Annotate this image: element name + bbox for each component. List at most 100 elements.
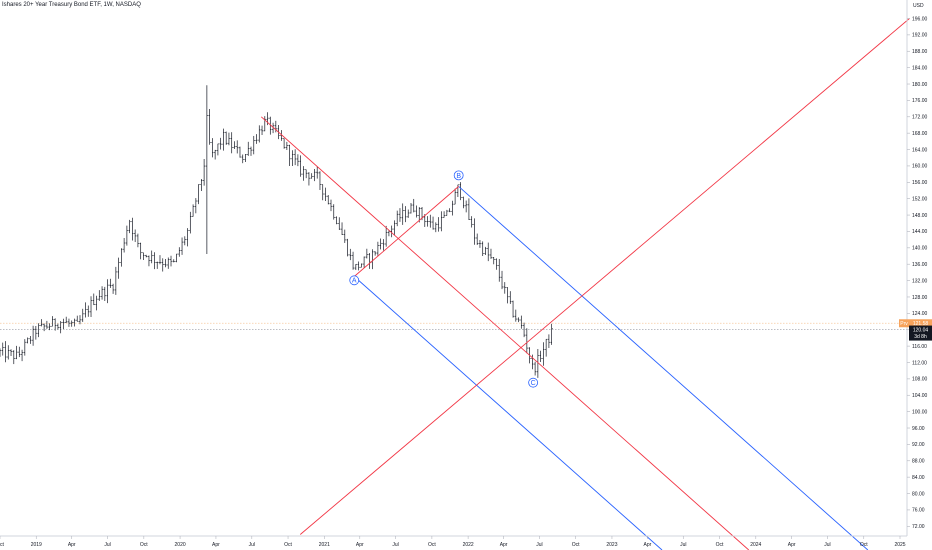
ohlc-bar (144, 254, 148, 258)
y-tick-label: 176.00 (912, 98, 928, 104)
y-axis-unit: USD (913, 3, 924, 9)
ohlc-bar (12, 350, 15, 365)
ohlc-bar (327, 195, 330, 205)
ohlc-bar (153, 252, 156, 270)
ohlc-bar (495, 258, 498, 270)
ohlc-bar (133, 229, 137, 243)
ohlc-bar (335, 216, 338, 225)
ohlc-bar (299, 155, 302, 177)
ohlc-bar (200, 179, 203, 192)
ohlc-bar (365, 248, 369, 259)
x-tick-label: Jul (680, 542, 686, 548)
ohlc-bar (76, 315, 79, 322)
ohlc-bar (255, 134, 258, 144)
ohlc-bar (64, 316, 68, 323)
ohlc-bar (442, 211, 446, 218)
ohlc-bar (382, 239, 385, 251)
ohlc-bar (343, 229, 346, 243)
y-tick-label: 128.00 (912, 295, 928, 301)
ohlc-bar (78, 315, 82, 325)
last-price-tag-bg (909, 325, 932, 341)
y-tick-label: 96.00 (912, 426, 925, 432)
ohlc-bar (180, 237, 184, 255)
wave-label-text: C (531, 380, 536, 387)
ohlc-bar (45, 320, 49, 329)
ohlc-bar (186, 228, 189, 247)
ohlc-bar (398, 208, 402, 222)
ohlc-bar (401, 203, 404, 225)
ohlc-bar (266, 112, 269, 126)
ohlc-bar (26, 337, 29, 344)
ohlc-bar (464, 200, 468, 213)
ohlc-bar (175, 253, 178, 263)
ohlc-bar (269, 116, 272, 135)
y-tick-label: 132.00 (912, 278, 928, 284)
ohlc-bar (1, 342, 4, 356)
ohlc-bar (87, 305, 90, 317)
wave-label-circle (349, 275, 360, 286)
ohlc-bars (0, 85, 553, 378)
ohlc-bar (304, 169, 308, 179)
y-tick-label: 160.00 (912, 164, 928, 170)
upper-parallel-line (458, 186, 869, 550)
ohlc-bar (302, 166, 305, 181)
ohlc-bar (478, 239, 482, 248)
ohlc-bar (109, 278, 112, 288)
ohlc-bar (349, 248, 352, 261)
ohlc-bar (462, 196, 465, 209)
ohlc-bar (285, 141, 289, 150)
ohlc-bar (351, 251, 355, 270)
ohlc-bar (329, 199, 333, 212)
ohlc-bar (506, 287, 509, 304)
ohlc-bar (492, 257, 495, 265)
ohlc-bar (191, 204, 195, 217)
x-tick-label: 2019 (31, 542, 42, 548)
ohlc-bar (431, 216, 435, 230)
ohlc-bar (73, 318, 76, 327)
ohlc-bar (53, 318, 57, 331)
ohlc-bar (426, 216, 429, 227)
ohlc-bar (230, 132, 233, 154)
ohlc-bar (412, 198, 415, 213)
y-axis[interactable]: 72.00 76.00 80.00 84.00 88.00 92.00 96.00 100.0… (899, 0, 932, 536)
ohlc-bar (120, 248, 123, 267)
last-price-tag-text: 120.04 (913, 327, 929, 333)
ohlc-bar (114, 266, 118, 295)
ohlc-bar (525, 328, 529, 354)
ohlc-bar (407, 209, 410, 218)
ohlc-bar (67, 318, 71, 327)
pitchfork-drawing[interactable]: A B C (260, 18, 910, 550)
ohlc-bar (89, 296, 93, 317)
y-tick-label: 144.00 (912, 229, 928, 235)
ohlc-bar (354, 263, 358, 271)
ohlc-bar (42, 323, 46, 332)
ohlc-bar (453, 188, 457, 205)
chart-title: Ishares 20+ Year Treasury Bond ETF, 1W, … (2, 2, 141, 8)
x-tick-label: Jul (104, 542, 110, 548)
ohlc-bar (183, 236, 187, 246)
x-tick-label: Apr (644, 542, 652, 548)
ohlc-bar (357, 261, 360, 271)
ohlc-bar (531, 354, 534, 370)
ohlc-bar (459, 182, 462, 201)
ohlc-bar (249, 146, 253, 156)
x-axis[interactable]: ct 2019 Apr Jul Oct 2020 Apr Jul Oct 2021 Apr Jul Oc… (0, 535, 907, 548)
ohlc-bar (498, 258, 501, 282)
ohlc-bar (156, 261, 159, 269)
x-tick-label: Oct (716, 542, 724, 548)
y-tick-label: 88.00 (912, 459, 925, 465)
ohlc-bar (244, 154, 247, 163)
x-tick-label: Jul (249, 542, 255, 548)
ohlc-bar (0, 348, 2, 357)
ohlc-bar (37, 323, 40, 338)
ohlc-bar (98, 290, 101, 301)
ohlc-bar (321, 184, 324, 201)
x-tick-label: Jul (392, 542, 398, 548)
x-tick-label: Apr (500, 542, 508, 548)
ohlc-bar (429, 214, 432, 228)
ohlc-bar (500, 270, 504, 290)
wave-label-circle (453, 170, 464, 181)
ohlc-bar (487, 242, 490, 262)
ohlc-bar (70, 320, 73, 327)
